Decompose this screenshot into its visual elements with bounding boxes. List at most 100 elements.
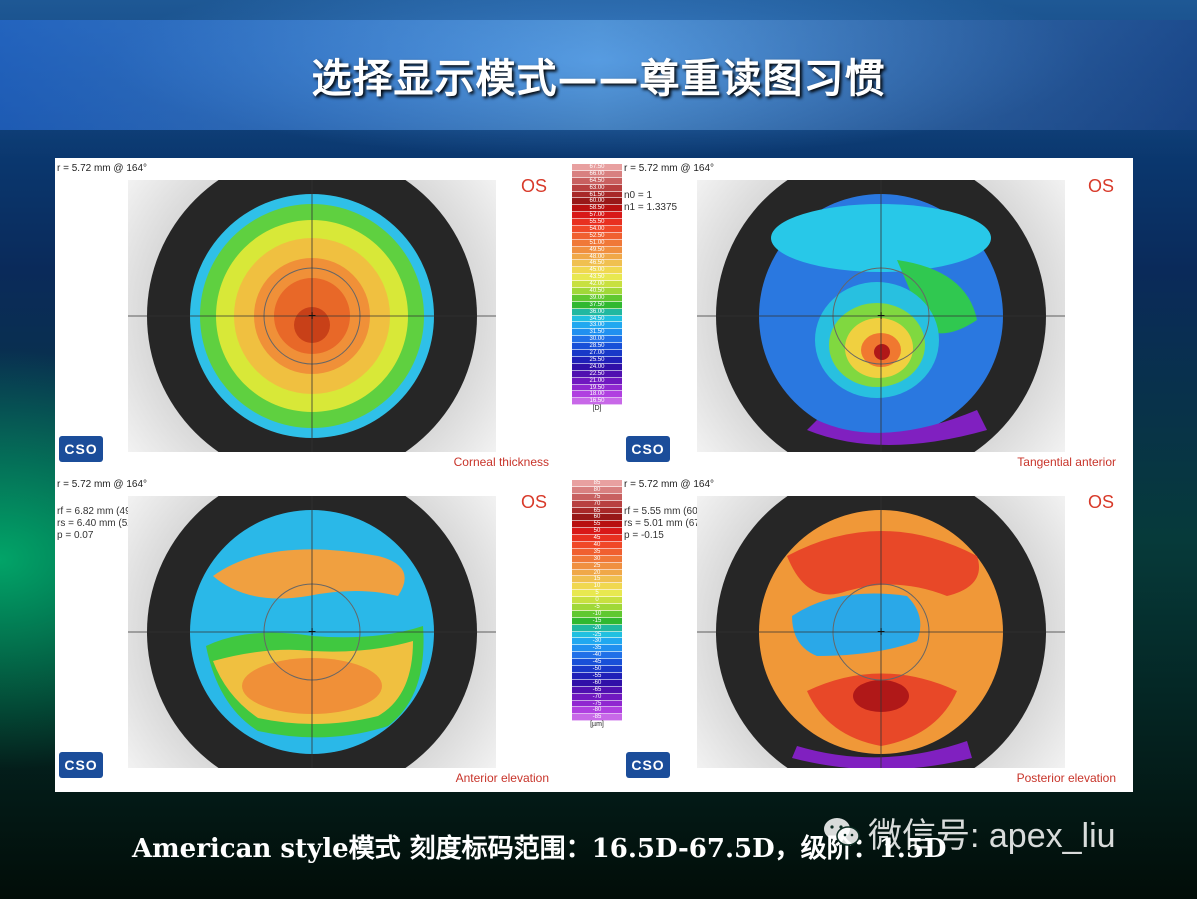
scale-swatch: 24.00 xyxy=(572,363,622,371)
svg-text:+: + xyxy=(877,307,885,323)
eye-image: + xyxy=(128,180,496,452)
scale-swatch: 51.00 xyxy=(572,239,622,247)
eye-image: + xyxy=(697,180,1065,452)
scale-swatch: -15 xyxy=(572,617,622,625)
scale-swatch: 0 xyxy=(572,597,622,605)
scale-swatch: 61.50 xyxy=(572,191,622,199)
cso-logo: CSO xyxy=(626,436,670,462)
scale-swatch: 85 xyxy=(572,480,622,487)
scale-swatch: 45 xyxy=(572,535,622,543)
scale-swatch: -20 xyxy=(572,624,622,632)
slide-title: 选择显示模式——尊重读图习惯 xyxy=(311,55,886,102)
scale-swatch: -5 xyxy=(572,604,622,611)
eye-side-label: OS xyxy=(520,492,547,512)
scale-swatch: 50 xyxy=(572,528,622,536)
scale-swatch: 28.50 xyxy=(572,343,622,351)
scale-swatch: 16.50 xyxy=(572,398,622,406)
scale-unit: [D] xyxy=(592,405,602,413)
scale-swatch: -50 xyxy=(572,666,622,673)
map-posterior-elevation[interactable]: r = 5.72 mm @ 164° rf = 5.55 mm (60.85 D… xyxy=(622,476,1122,790)
scale-swatch: 18.00 xyxy=(572,391,622,399)
scale-description: American style模式 刻度标码范围：16.5D-67.5D，级阶：1… xyxy=(132,834,947,864)
map-radius-label: r = 5.72 mm @ 164° xyxy=(624,163,715,174)
watermark-text: 微信号: apex_liu xyxy=(868,816,1116,855)
scale-swatch: 55.50 xyxy=(572,219,622,227)
scale-swatch: 39.00 xyxy=(572,294,622,302)
scale-swatch: 36.00 xyxy=(572,308,622,316)
scale-swatch: 42.00 xyxy=(572,281,622,289)
scale-swatch: 40.50 xyxy=(572,288,622,295)
scale-swatch: 5 xyxy=(572,590,622,598)
map-corneal-thickness[interactable]: r = 5.72 mm @ 164° + OS CSO Corneal thic… xyxy=(55,160,555,474)
scale-swatch: 21.00 xyxy=(572,377,622,385)
scale-swatch: 65 xyxy=(572,507,622,515)
scale-swatch: -40 xyxy=(572,652,622,660)
scale-swatch: 22.50 xyxy=(572,370,622,378)
svg-text:+: + xyxy=(308,307,316,323)
scale-swatch: 25.50 xyxy=(572,356,622,364)
refractive-index-info: n0 = 1 n1 = 1.3375 xyxy=(624,190,678,213)
scale-swatch: -60 xyxy=(572,679,622,687)
map-radius-label: r = 5.72 mm @ 164° xyxy=(57,479,148,490)
map-type-label: Corneal thickness xyxy=(453,455,549,469)
scale-swatch: 67.50 xyxy=(572,164,622,171)
map-radius-label: r = 5.72 mm @ 164° xyxy=(57,163,148,174)
cso-logo: CSO xyxy=(59,436,103,462)
title-band xyxy=(0,20,1197,130)
eye-side-label: OS xyxy=(1087,492,1114,512)
scale-swatch: 30 xyxy=(572,555,622,563)
scale-swatch: -55 xyxy=(572,672,622,680)
watermark: 微信号: apex_liu xyxy=(822,812,1116,855)
scale-swatch: 60.00 xyxy=(572,198,622,206)
eye-image: + xyxy=(128,496,496,768)
wechat-icon xyxy=(824,818,860,846)
eye-side-label: OS xyxy=(1087,176,1114,196)
topography-panel: r = 5.72 mm @ 164° + OS CSO Corneal thic… xyxy=(55,158,1133,792)
scale-swatch: 60 xyxy=(572,514,622,522)
scale-swatch: 80 xyxy=(572,486,622,494)
svg-text:+: + xyxy=(308,623,316,639)
scale-swatch: 15 xyxy=(572,576,622,584)
scale-swatch: 75 xyxy=(572,493,622,501)
scale-swatch: 40 xyxy=(572,542,622,549)
scale-swatch: 70 xyxy=(572,500,622,508)
scale-swatch: 54.00 xyxy=(572,226,622,233)
scale-swatch: -10 xyxy=(572,610,622,618)
scale-swatch: 48.00 xyxy=(572,253,622,261)
scale-swatch: 10 xyxy=(572,583,622,591)
scale-swatch: -75 xyxy=(572,700,622,708)
scale-swatch: 30.00 xyxy=(572,336,622,344)
eye-image: + xyxy=(697,496,1065,768)
scale-swatch: 43.50 xyxy=(572,274,622,282)
scale-swatch: 31.50 xyxy=(572,329,622,337)
map-tangential-anterior[interactable]: r = 5.72 mm @ 164° n0 = 1 n1 = 1.3375 + … xyxy=(622,160,1122,474)
scale-swatch: 49.50 xyxy=(572,246,622,254)
map-anterior-elevation[interactable]: r = 5.72 mm @ 164° rf = 6.82 mm (49.49 D… xyxy=(55,476,555,790)
diopter-color-scale: 67.50 66.00 64.50 63.00 61.50 60.00 58.50 57.00… xyxy=(572,164,622,412)
scale-swatch: 45.00 xyxy=(572,267,622,275)
scale-swatch: 20 xyxy=(572,569,622,577)
map-type-label: Tangential anterior xyxy=(1017,455,1116,469)
scale-swatch: 34.50 xyxy=(572,315,622,323)
scale-swatch: 64.50 xyxy=(572,177,622,185)
scale-swatch: -30 xyxy=(572,638,622,646)
scale-swatch: -80 xyxy=(572,707,622,715)
eye-side-label: OS xyxy=(520,176,547,196)
elevation-color-scale: 85 80 75 70 65 60 55 50 45 40 35 30 25 20 15 10 5 0 -5 -10-… xyxy=(572,480,622,728)
cso-logo: CSO xyxy=(59,752,103,778)
scale-swatch: 55 xyxy=(572,521,622,529)
scale-swatch: -70 xyxy=(572,693,622,701)
scale-swatch: 27.00 xyxy=(572,350,622,357)
scale-swatch: -45 xyxy=(572,659,622,667)
scale-swatch: 35 xyxy=(572,548,622,556)
scale-swatch: 58.50 xyxy=(572,205,622,213)
scale-swatch: 52.50 xyxy=(572,232,622,240)
scale-swatch: 25 xyxy=(572,562,622,570)
scale-swatch: -25 xyxy=(572,631,622,639)
scale-swatch: 33.00 xyxy=(572,322,622,330)
svg-text:+: + xyxy=(877,623,885,639)
scale-swatch: -35 xyxy=(572,645,622,653)
scale-swatch: 46.50 xyxy=(572,260,622,268)
scale-swatch: -85 xyxy=(572,714,622,722)
scale-swatch: 63.00 xyxy=(572,184,622,192)
